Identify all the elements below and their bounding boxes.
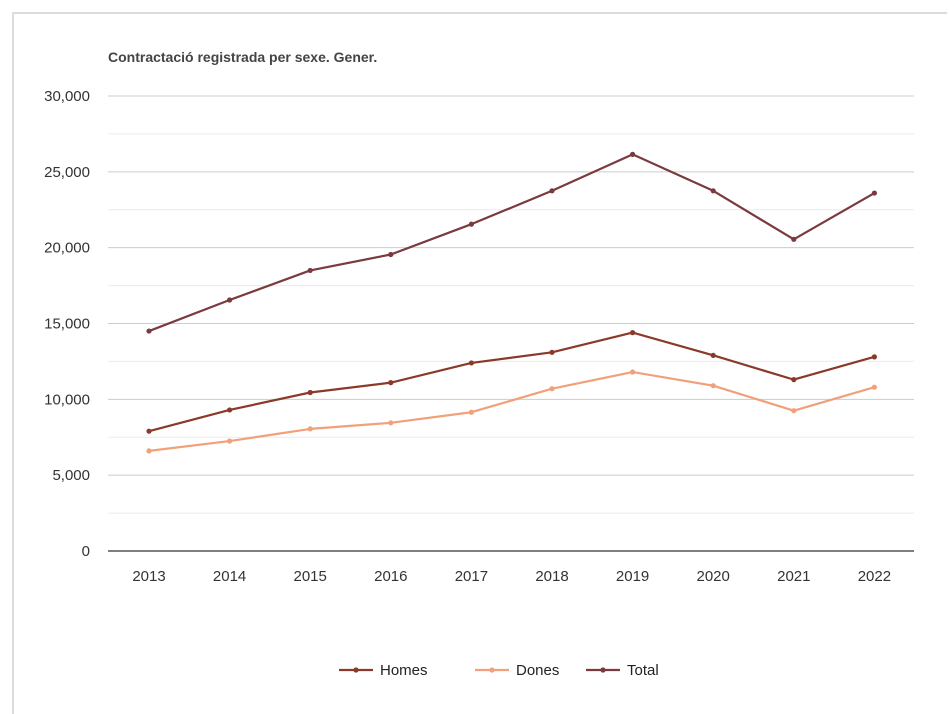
legend-item-homes: Homes — [339, 662, 428, 679]
series-dones — [146, 369, 878, 454]
data-point — [630, 330, 636, 336]
y-tick-label: 25,000 — [44, 164, 90, 181]
y-tick-label: 0 — [82, 543, 90, 560]
y-tick-label: 15,000 — [44, 316, 90, 333]
data-point — [630, 369, 636, 375]
data-point — [549, 386, 555, 392]
series — [146, 151, 878, 454]
x-axis-ticks: 2013 2014 2015 2016 2017 2018 2019 2020 2021 2022 — [132, 568, 891, 585]
data-point — [227, 407, 233, 413]
data-point — [710, 188, 716, 194]
x-tick-label: 2019 — [616, 568, 649, 585]
data-point — [871, 190, 878, 196]
data-point — [227, 297, 233, 303]
data-point — [146, 448, 152, 454]
data-point — [388, 420, 394, 426]
data-point — [468, 221, 474, 227]
data-point — [871, 384, 878, 390]
data-point — [710, 352, 716, 358]
data-point — [307, 389, 313, 396]
series-line — [148, 331, 875, 433]
legend-item-dones: Dones — [475, 662, 559, 679]
x-tick-label: 2015 — [294, 568, 327, 585]
data-point — [388, 251, 394, 258]
series-homes — [146, 330, 878, 434]
data-point — [468, 360, 474, 366]
grid — [108, 95, 914, 552]
data-point — [710, 383, 716, 389]
legend-swatch-dot — [489, 667, 495, 673]
data-point — [630, 151, 636, 157]
x-tick-label: 2020 — [697, 568, 730, 585]
data-point — [146, 428, 152, 434]
data-point — [871, 354, 878, 360]
data-point — [549, 349, 555, 355]
x-tick-label: 2016 — [374, 568, 407, 585]
x-tick-label: 2013 — [132, 568, 165, 585]
data-point — [791, 408, 797, 414]
y-tick-label: 10,000 — [44, 391, 90, 408]
x-tick-label: 2018 — [535, 568, 568, 585]
x-tick-label: 2021 — [777, 568, 810, 585]
legend-label: Total — [627, 662, 659, 679]
data-point — [227, 438, 233, 444]
legend-item-total: Total — [586, 662, 659, 679]
chart-frame — [12, 12, 947, 714]
data-point — [307, 426, 313, 432]
data-point — [791, 377, 797, 383]
data-point — [791, 236, 797, 242]
x-tick-label: 2014 — [213, 568, 246, 585]
x-tick-label: 2022 — [858, 568, 891, 585]
legend-label: Dones — [516, 662, 559, 679]
data-point — [388, 380, 394, 386]
series-total — [146, 151, 878, 334]
legend-label: Homes — [380, 662, 428, 679]
series-line — [148, 153, 875, 333]
data-point — [468, 409, 474, 415]
data-point — [549, 188, 555, 194]
chart-title: Contractació registrada per sexe. Gener. — [108, 49, 377, 65]
y-tick-label: 5,000 — [52, 467, 90, 484]
data-point — [146, 328, 152, 334]
series-line — [148, 370, 875, 452]
x-tick-label: 2017 — [455, 568, 488, 585]
legend-swatch-dot — [353, 667, 359, 673]
legend: Homes Dones Total — [339, 662, 659, 679]
y-tick-label: 20,000 — [44, 240, 90, 257]
legend-swatch-dot — [600, 667, 606, 673]
y-axis-ticks: 0 5,000 10,000 15,000 20,000 25,000 30,000 — [44, 88, 90, 560]
y-tick-label: 30,000 — [44, 88, 90, 105]
data-point — [307, 267, 313, 274]
